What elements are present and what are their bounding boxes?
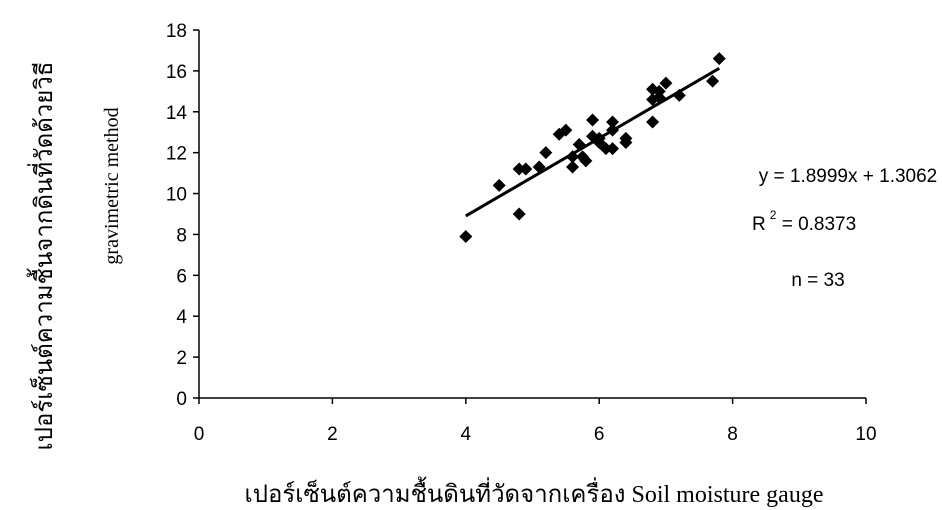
- data-point: [646, 115, 660, 129]
- y-tick-label: 8: [176, 225, 187, 246]
- y-tick-label: 10: [166, 185, 187, 206]
- x-axis-ticks: 0 2 4 6 8 10: [194, 398, 877, 445]
- data-point: [606, 115, 620, 129]
- data-points: [459, 52, 726, 243]
- data-point: [512, 162, 526, 176]
- y-axis-title-line2: gravimetric method: [101, 107, 123, 264]
- x-tick-label: 8: [727, 424, 738, 445]
- data-point: [672, 88, 686, 102]
- y-tick-label: 4: [176, 307, 187, 328]
- x-tick-label: 4: [461, 424, 472, 445]
- data-point: [606, 142, 620, 156]
- data-point: [599, 142, 613, 156]
- data-point: [706, 74, 720, 88]
- data-point: [532, 160, 546, 174]
- y-axis-title: เปอร์เซ็นต์ความชื้นจากดินที่วัดด้วยวิธี: [26, 62, 58, 451]
- x-tick-label: 2: [327, 424, 338, 445]
- y-tick-label: 12: [166, 144, 187, 165]
- n-label: n = 33: [791, 270, 844, 291]
- data-point: [552, 127, 566, 141]
- x-tick-label: 6: [594, 424, 605, 445]
- y-tick-label: 2: [176, 348, 187, 369]
- data-point: [539, 146, 553, 160]
- data-point: [592, 131, 606, 145]
- data-point: [652, 90, 666, 104]
- data-point: [619, 131, 633, 145]
- data-point: [606, 123, 620, 137]
- data-point: [459, 229, 473, 243]
- y-tick-label: 6: [176, 266, 187, 287]
- data-point: [572, 137, 586, 151]
- data-point: [512, 207, 526, 221]
- data-point: [579, 154, 593, 168]
- x-tick-label: 10: [855, 424, 876, 445]
- equation-label: y = 1.8999x + 1.3062: [759, 166, 938, 187]
- y-tick-label: 18: [166, 21, 187, 42]
- y-tick-label: 16: [166, 62, 187, 83]
- data-point: [566, 150, 580, 164]
- data-point: [519, 162, 533, 176]
- data-point: [559, 123, 573, 137]
- y-tick-label: 0: [176, 389, 187, 410]
- data-point: [492, 178, 506, 192]
- data-point: [712, 52, 726, 66]
- data-point: [566, 160, 580, 174]
- y-axis-ticks: 0 2 4 6 8 10 12 14 16 18: [166, 21, 199, 410]
- y-tick-label: 14: [166, 103, 188, 124]
- data-point: [586, 113, 600, 127]
- x-tick-label: 0: [194, 424, 205, 445]
- data-point: [659, 76, 673, 90]
- x-axis-title: เปอร์เซ็นต์ความชื้นดินที่วัดจากเครื่อง S…: [245, 476, 824, 508]
